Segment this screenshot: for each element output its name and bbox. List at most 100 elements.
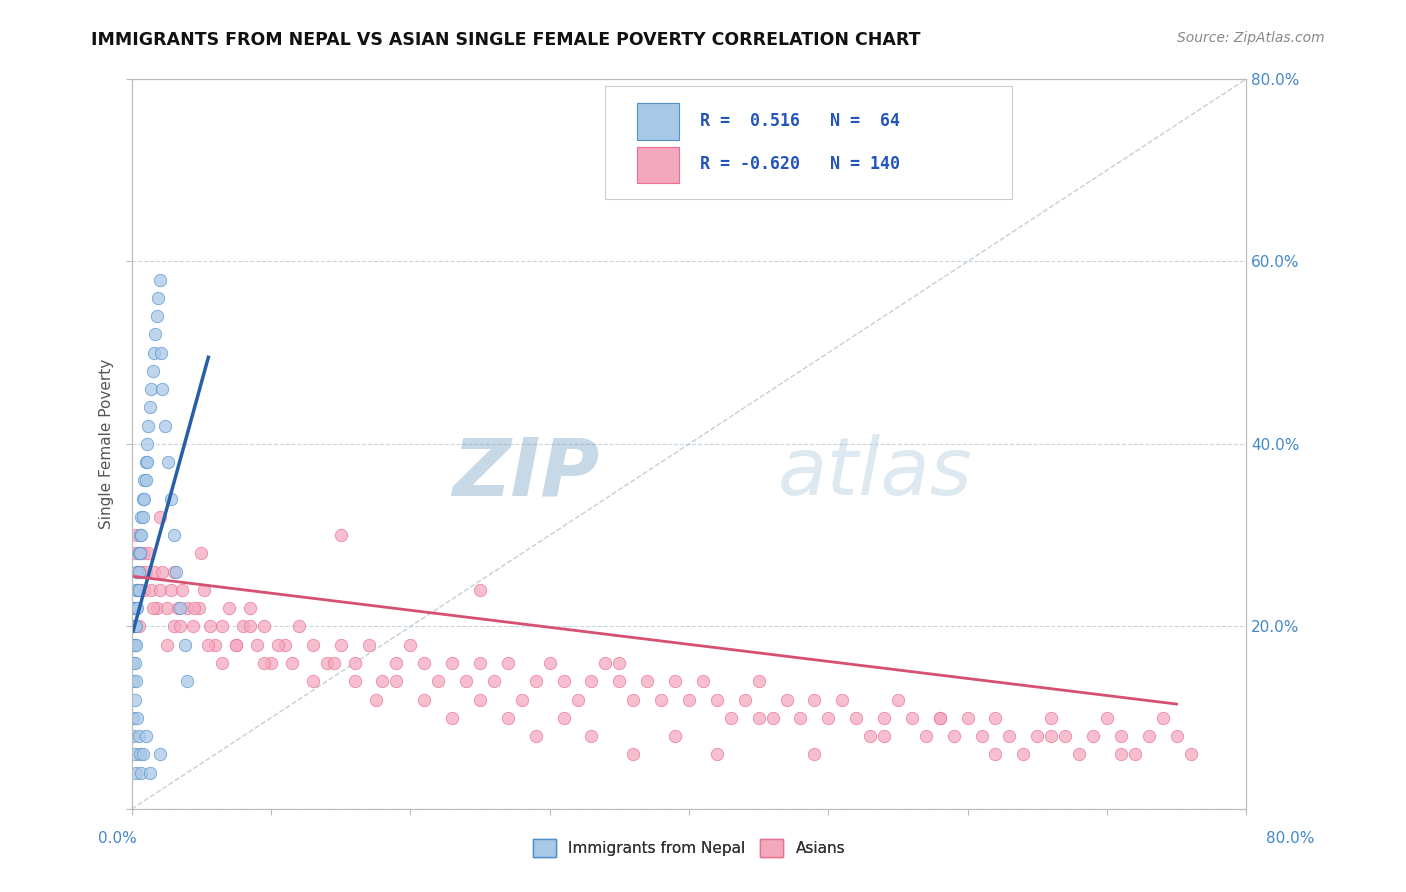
Point [128,565,150,579]
Point [122,674,145,689]
Point [427,674,450,689]
Text: atlas: atlas [778,434,973,512]
Point [524,674,547,689]
Point [139,401,162,415]
Point [970,729,993,743]
Point [928,711,950,725]
Point [183,601,205,615]
Point [122,601,145,615]
Point [129,528,152,542]
Text: 0.0%: 0.0% [98,831,138,846]
Point [149,582,172,597]
Point [538,656,561,670]
Point [125,619,148,633]
Point [122,638,145,652]
Point [135,474,157,488]
Point [468,692,491,706]
Text: R =  0.516   N =  64: R = 0.516 N = 64 [700,112,900,129]
Point [454,674,477,689]
Point [128,547,150,561]
Point [165,565,187,579]
Point [127,711,149,725]
Point [162,528,184,542]
Point [128,619,150,633]
Point [127,601,149,615]
Point [129,547,152,561]
FancyBboxPatch shape [637,147,679,184]
Point [173,638,195,652]
Point [748,674,770,689]
Point [413,692,436,706]
Point [176,674,198,689]
Point [143,565,166,579]
Point [482,674,505,689]
Point [873,729,896,743]
Point [441,656,464,670]
Point [145,327,167,342]
Point [315,656,337,670]
Point [225,638,247,652]
Point [127,565,149,579]
Point [734,692,756,706]
Point [134,582,156,597]
Point [385,674,408,689]
Point [159,582,181,597]
Point [159,491,181,506]
Point [845,711,868,725]
Point [914,729,936,743]
Point [956,711,979,725]
Point [775,692,797,706]
Point [664,674,686,689]
Point [131,528,153,542]
Point [329,528,352,542]
Point [153,418,176,433]
Point [176,601,198,615]
Point [901,711,924,725]
Point [125,638,148,652]
Point [253,619,276,633]
Text: 80.0%: 80.0% [1267,831,1315,846]
Point [581,674,603,689]
Point [211,656,233,670]
Point [371,674,394,689]
Point [149,747,172,762]
Point [187,601,209,615]
Text: IMMIGRANTS FROM NEPAL VS ASIAN SINGLE FEMALE POVERTY CORRELATION CHART: IMMIGRANTS FROM NEPAL VS ASIAN SINGLE FE… [91,31,921,49]
FancyBboxPatch shape [606,87,1012,200]
Point [225,638,247,652]
Point [149,510,172,524]
Point [692,674,714,689]
Point [166,601,188,615]
Point [301,638,323,652]
Point [129,582,152,597]
Point [595,656,617,670]
Point [141,582,163,597]
Point [162,565,184,579]
Point [204,638,226,652]
Point [181,619,204,633]
Point [928,711,950,725]
Point [136,437,159,451]
Point [122,711,145,725]
Point [150,382,173,396]
Point [281,656,304,670]
Point [142,601,165,615]
Point [138,418,160,433]
Point [706,692,728,706]
Point [859,729,882,743]
Point [343,656,366,670]
Point [581,729,603,743]
Point [322,656,344,670]
Point [193,582,215,597]
Point [150,565,173,579]
Point [267,638,290,652]
Point [135,729,157,743]
Point [817,711,839,725]
Point [803,692,825,706]
Point [274,638,297,652]
Point [132,747,155,762]
Point [190,547,212,561]
Point [385,656,408,670]
Point [232,619,254,633]
Point [125,528,148,542]
